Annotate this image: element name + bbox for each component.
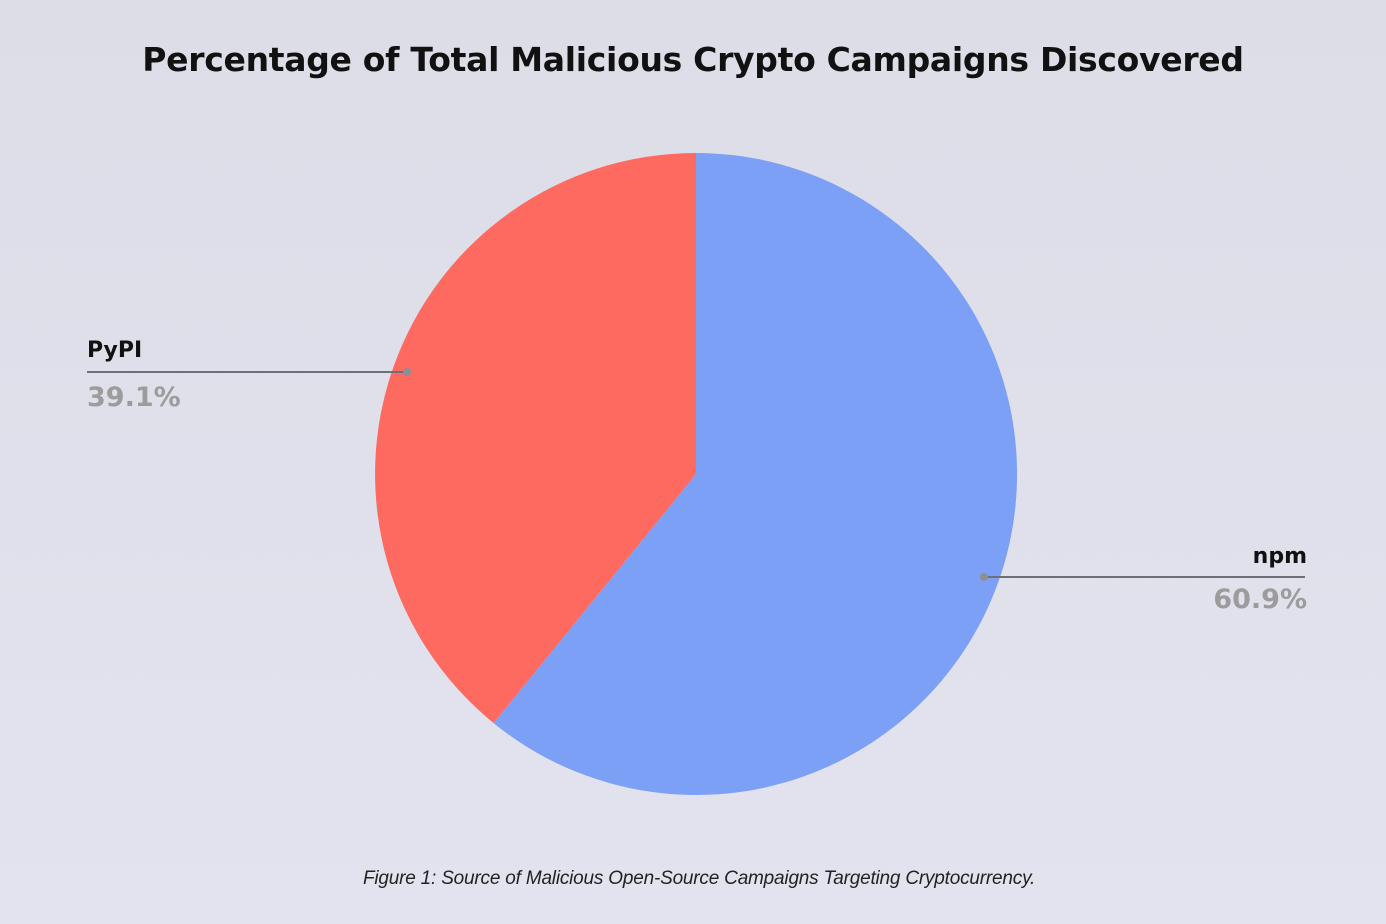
pie-slice-pypi[interactable] <box>375 153 696 724</box>
chart-title: Percentage of Total Malicious Crypto Cam… <box>142 40 1244 79</box>
leader-dot-pypi <box>403 368 411 376</box>
figure-caption: Figure 1: Source of Malicious Open-Sourc… <box>362 868 1036 889</box>
slice-value-pypi: 39.1% <box>87 382 181 413</box>
slice-value-npm: 60.9% <box>1213 584 1307 615</box>
slice-label-npm: npm <box>1252 544 1307 569</box>
leader-dot-npm <box>980 573 988 581</box>
slice-label-pypi: PyPI <box>87 338 143 363</box>
pie-slice-npm[interactable] <box>493 152 1018 795</box>
